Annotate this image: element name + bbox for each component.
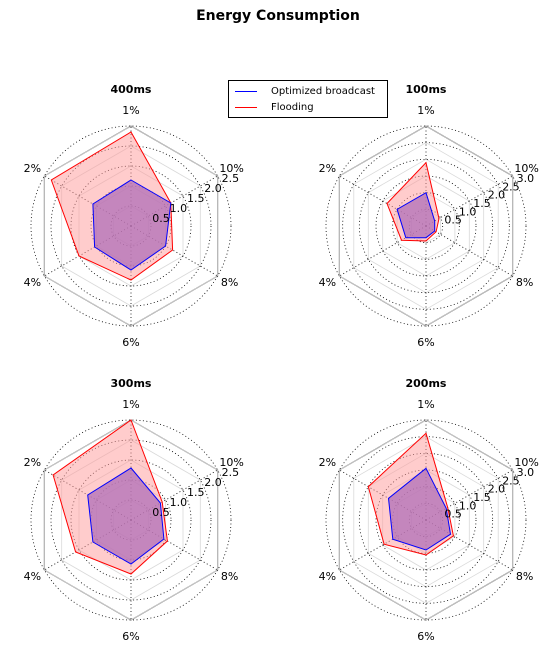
axis-label-6pct: 6% (417, 336, 434, 349)
radar-spoke (130, 225, 218, 277)
axis-label-2pct: 2% (24, 162, 41, 175)
axis-label-2pct: 2% (24, 456, 41, 469)
radial-tick-label: 1.5 (473, 197, 491, 210)
legend-item-optimized: Optimized broadcast (235, 84, 375, 98)
subplot-title: 100ms (406, 83, 447, 96)
radar-circle-gridline (358, 452, 494, 588)
axis-label-10pct: 10% (514, 162, 538, 175)
radial-tick-label: 0.5 (152, 506, 170, 519)
radial-tick-label: 2.5 (502, 474, 520, 487)
radial-tick-label: 0.5 (444, 214, 462, 227)
radial-tick-label: 1.5 (187, 192, 205, 205)
radial-tick-label: 1.0 (170, 202, 188, 215)
radar-circle-gridline (358, 158, 494, 294)
radial-tick-label: 2.0 (488, 189, 506, 202)
axis-label-8pct: 8% (221, 276, 238, 289)
radial-tick-label: 1.0 (459, 499, 477, 512)
axis-label-4pct: 4% (24, 276, 41, 289)
axis-label-8pct: 8% (221, 570, 238, 583)
radial-tick-label: 1.0 (459, 205, 477, 218)
axis-label-8pct: 8% (516, 276, 533, 289)
radial-tick-label: 0.5 (444, 508, 462, 521)
axis-label-10pct: 10% (219, 162, 243, 175)
series-optimized (92, 179, 172, 271)
radar-circle-gridline (342, 142, 510, 310)
radial-tick-label: 2.5 (222, 466, 240, 479)
axis-label-2pct: 2% (319, 162, 336, 175)
axis-label-6pct: 6% (122, 336, 139, 349)
axis-label-4pct: 4% (319, 276, 336, 289)
radar-circle-gridline (392, 486, 460, 554)
radial-tick-label: 2.5 (502, 180, 520, 193)
subplot-title: 300ms (111, 377, 152, 390)
radar-circle-gridline (50, 439, 212, 601)
radial-tick-label: 2.0 (488, 483, 506, 496)
radial-tick-label: 0.5 (152, 212, 170, 225)
radial-tick-label: 2.0 (204, 182, 222, 195)
radial-tick-label: 3.0 (517, 466, 535, 479)
radar-circle-gridline (325, 125, 527, 327)
axis-label-4pct: 4% (319, 570, 336, 583)
axis-label-6pct: 6% (417, 630, 434, 643)
radar-circle-gridline (50, 145, 212, 307)
radial-tick-label: 1.5 (473, 491, 491, 504)
legend-label-optimized: Optimized broadcast (271, 85, 375, 97)
radial-tick-label: 1.0 (170, 496, 188, 509)
radial-tick-label: 2.0 (204, 476, 222, 489)
axis-label-1pct: 1% (417, 104, 434, 117)
radar-spoke (425, 225, 513, 277)
radar-spoke (130, 175, 218, 227)
axis-label-10pct: 10% (219, 456, 243, 469)
radar-spoke (425, 175, 513, 227)
legend-line-flooding (235, 106, 257, 108)
series-optimized (387, 467, 452, 551)
series-optimized (396, 191, 436, 239)
radial-tick-label: 3.0 (517, 172, 535, 185)
axis-label-6pct: 6% (122, 630, 139, 643)
radar-circle-gridline (70, 165, 192, 287)
radar-spoke (339, 175, 427, 227)
legend-item-flooding: Flooding (235, 100, 314, 114)
axis-label-1pct: 1% (122, 104, 139, 117)
subplot-title: 400ms (111, 83, 152, 96)
radar-spoke (130, 469, 218, 521)
radar-circle-gridline (90, 479, 172, 561)
radar-circle-gridline (30, 125, 232, 327)
radar-circle-gridline (70, 459, 192, 581)
axis-label-8pct: 8% (516, 570, 533, 583)
axis-label-4pct: 4% (24, 570, 41, 583)
radar-circle-gridline (30, 419, 232, 621)
axis-label-2pct: 2% (319, 456, 336, 469)
series-optimized (87, 467, 165, 565)
radar-spoke (425, 469, 513, 521)
radar-spoke (339, 225, 427, 277)
legend-line-optimized (235, 90, 257, 92)
axis-label-1pct: 1% (122, 398, 139, 411)
radar-spoke (425, 519, 513, 571)
figure-title: Energy Consumption (196, 8, 360, 24)
subplot-title: 200ms (406, 377, 447, 390)
radar-circle-gridline (392, 192, 460, 260)
axis-label-10pct: 10% (514, 456, 538, 469)
radar-circle-gridline (325, 419, 527, 621)
legend: Optimized broadcast Flooding (228, 80, 388, 118)
radar-circle-gridline (408, 208, 444, 244)
radial-tick-label: 1.5 (187, 486, 205, 499)
radial-tick-label: 2.5 (222, 172, 240, 185)
legend-label-flooding: Flooding (271, 101, 314, 113)
axis-label-1pct: 1% (417, 398, 434, 411)
radar-spoke (339, 519, 427, 571)
radar-spoke (130, 519, 218, 571)
